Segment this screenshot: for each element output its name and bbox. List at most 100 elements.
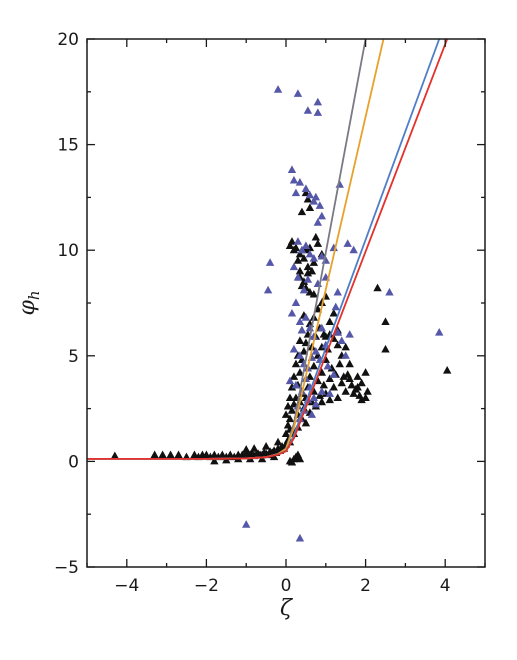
data-point-black_points-162 [303,194,313,203]
data-point-blue_points-25 [349,245,358,254]
data-point-black_points-2 [158,450,167,459]
y-tick-label-5: 5 [68,347,79,367]
data-point-black_points-85 [317,397,327,406]
data-point-blue_points-12 [311,192,321,201]
y-axis-label-main: φ [15,300,40,316]
x-tick-label--2: −2 [194,576,219,596]
data-point-blue_points-47 [289,344,299,353]
data-point-black_points-104 [347,380,356,389]
x-tick-label-2: 2 [360,576,371,596]
data-point-blue_points-60 [305,382,315,391]
data-point-black_points-163 [297,207,307,216]
data-point-blue_points-3 [313,97,323,106]
data-point-black_points-46 [257,454,267,463]
data-point-blue_points-57 [291,380,301,389]
data-point-black_points-169 [381,344,390,353]
data-point-blue_points-62 [317,387,327,395]
data-point-black_points-61 [287,406,297,414]
data-point-black_points-127 [325,317,334,326]
data-point-blue_points-42 [309,332,319,340]
data-point-black_points-99 [337,378,346,387]
data-point-blue_points-70 [385,287,394,296]
data-point-black_points-1 [150,450,159,459]
x-tick-label--4: −4 [114,576,139,596]
data-point-black_points-3 [166,450,175,459]
data-point-blue_points-9 [301,184,311,192]
data-point-black_points-98 [335,359,344,368]
data-point-blue_points-61 [309,393,319,402]
data-point-black_points-170 [442,365,452,374]
data-point-blue_points-31 [303,275,313,283]
data-point-black_points-54 [249,444,259,452]
data-point-black_points-124 [317,298,327,306]
data-point-blue_points-17 [293,237,303,245]
data-point-blue_points-28 [289,262,299,271]
data-point-black_points-113 [295,368,305,376]
data-point-black_points-153 [311,232,321,241]
data-point-black_points-142 [285,241,295,249]
data-point-black_points-103 [345,374,354,383]
data-point-blue_points-7 [291,188,301,197]
data-point-blue_points-52 [311,346,321,355]
data-point-black_points-133 [285,393,295,402]
data-point-black_points-128 [329,308,338,317]
data-point-black_points-53 [295,454,305,463]
data-point-black_points-100 [339,372,348,380]
curve_blue-line [87,39,441,460]
data-point-black_points-176 [345,359,354,368]
data-point-blue_points-20 [305,249,315,258]
data-point-blue_points-37 [291,298,301,306]
data-point-black_points-56 [261,442,271,450]
data-point-blue_points-29 [293,273,303,281]
data-point-black_points-107 [353,382,362,391]
data-point-black_points-179 [321,332,330,340]
data-point-blue_points-43 [317,323,327,332]
data-point-black_points-0 [110,451,120,460]
data-point-black_points-145 [295,249,305,258]
data-point-black_points-165 [295,266,305,275]
data-point-blue_points-21 [309,254,319,262]
y-tick-label-15: 15 [57,136,79,156]
data-point-blue_points-4 [313,108,323,116]
data-point-black_points-94 [329,382,338,391]
data-point-black_points-173 [361,368,370,376]
data-point-black_points-168 [381,317,390,326]
data-point-black_points-101 [341,387,350,395]
data-point-blue_points-73 [345,330,354,338]
data-point-blue_points-34 [333,287,342,296]
y-tick-label-10: 10 [57,241,79,261]
data-point-black_points-18 [238,450,247,459]
x-tick-label-0: 0 [281,576,292,596]
data-point-black_points-130 [289,372,299,380]
data-point-black_points-135 [281,410,291,418]
data-point-black_points-58 [281,429,291,437]
data-point-blue_points-11 [309,197,319,205]
data-point-blue_points-2 [303,106,313,114]
data-point-black_points-115 [299,346,309,355]
y-axis-label-subscript: h [25,290,43,300]
data-point-black_points-137 [295,336,305,345]
data-point-blue_points-18 [297,245,307,254]
data-point-blue_points-67 [307,410,317,418]
data-point-black_points-160 [309,289,319,298]
data-point-blue_points-39 [297,325,307,334]
data-point-black_points-150 [309,258,319,266]
data-point-black_points-156 [303,268,313,277]
data-point-blue_points-0 [273,85,283,93]
data-point-black_points-131 [291,359,301,368]
data-point-black_points-79 [309,361,319,370]
data-point-black_points-96 [333,393,342,402]
data-point-black_points-60 [285,414,295,423]
data-point-blue_points-49 [299,359,309,368]
data-point-black_points-105 [349,389,358,397]
data-point-blue_points-35 [263,285,273,294]
data-point-black_points-57 [273,437,283,446]
y-tick-label--5: −5 [54,558,79,578]
data-point-blue_points-76 [295,533,305,542]
x-tick-label-4: 4 [440,576,451,596]
data-point-blue_points-40 [301,313,311,321]
y-tick-label-0: 0 [68,452,79,472]
y-tick-label-20: 20 [57,30,79,50]
data-point-blue_points-63 [325,389,334,397]
